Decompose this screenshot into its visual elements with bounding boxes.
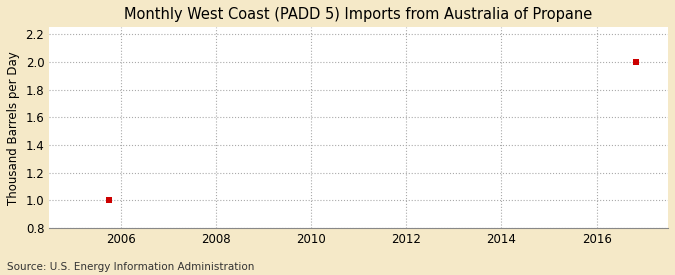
Text: Source: U.S. Energy Information Administration: Source: U.S. Energy Information Administ… <box>7 262 254 272</box>
Title: Monthly West Coast (PADD 5) Imports from Australia of Propane: Monthly West Coast (PADD 5) Imports from… <box>124 7 593 22</box>
Y-axis label: Thousand Barrels per Day: Thousand Barrels per Day <box>7 51 20 205</box>
